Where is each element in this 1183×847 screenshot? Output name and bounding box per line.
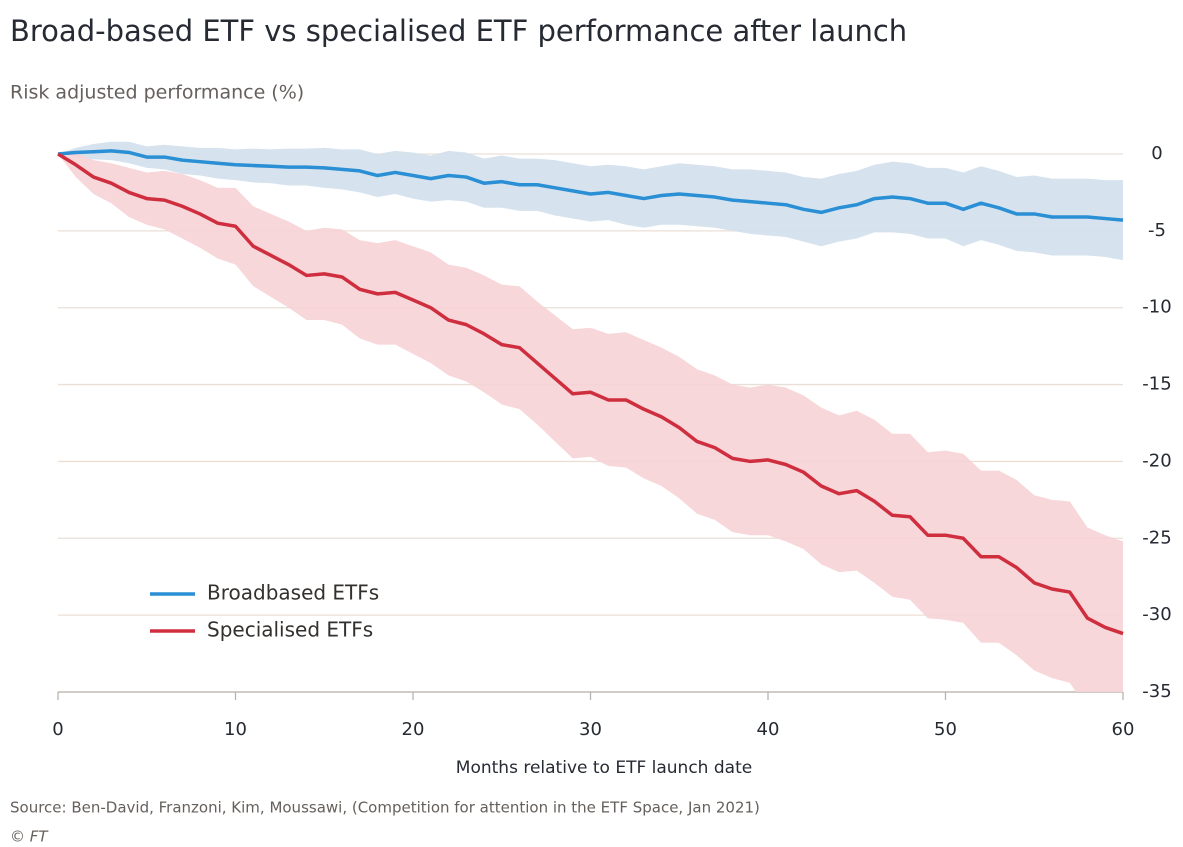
x-tick-label: 40 [757, 719, 780, 740]
y-tick-label: 0 [1151, 143, 1162, 164]
chart-subtitle: Risk adjusted performance (%) [10, 82, 304, 104]
y-tick-label: -15 [1142, 374, 1171, 395]
plot-area [57, 141, 1124, 692]
x-axis-label: Months relative to ETF launch date [456, 758, 752, 778]
y-tick-label: -5 [1148, 220, 1166, 241]
y-tick-label: -20 [1142, 450, 1171, 471]
x-tick-label: 60 [1112, 719, 1135, 740]
x-tick-label: 20 [402, 719, 425, 740]
credit: © FT [10, 828, 49, 846]
source: Source: Ben-David, Franzoni, Kim, Moussa… [10, 799, 760, 817]
chart-title: Broad-based ETF vs specialised ETF perfo… [10, 14, 907, 48]
x-tick-label: 10 [224, 719, 247, 740]
x-tick-label: 30 [579, 719, 602, 740]
y-tick-label: -35 [1142, 681, 1171, 702]
legend-label: Specialised ETFs [207, 618, 373, 642]
confidence-band [58, 141, 1123, 261]
legend-label: Broadbased ETFs [207, 581, 379, 605]
confidence-band [58, 152, 1123, 692]
y-tick-label: -30 [1142, 604, 1171, 625]
y-tick-label: -25 [1142, 527, 1171, 548]
y-tick-label: -10 [1142, 297, 1171, 318]
line [57, 149, 1124, 222]
x-tick-label: 50 [934, 719, 957, 740]
line [57, 152, 1124, 636]
x-tick-label: 0 [52, 719, 63, 740]
